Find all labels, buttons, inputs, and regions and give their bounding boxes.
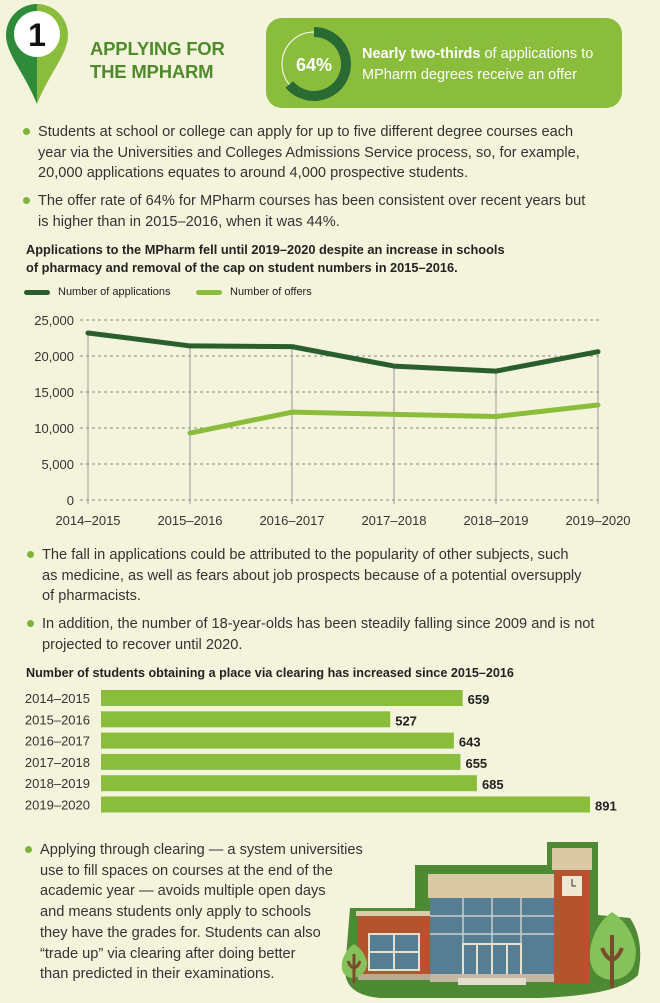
legend-item-applications: Number of applications [24,286,171,298]
bar-value-label: 659 [468,692,490,707]
bar-chart: 2014–2015 659 2015–2016 527 2016–2017 643 2017… [25,690,617,814]
bullet-line: use to fill spaces on courses at the end… [40,862,333,879]
y-tick-label: 20,000 [34,349,74,364]
bullet-clearing: Applying through clearing — a system uni… [25,840,363,985]
bar [101,796,590,813]
bullet-line: “trade up” via clearing after doing bett… [40,945,296,962]
bullet-line: The fall in applications could be attrib… [42,547,569,563]
bar-category-label: 2018–2019 [25,776,90,791]
donut-arc [285,27,351,101]
bar [101,690,463,706]
bar [101,753,461,770]
legend-label: Number of applications [58,286,171,298]
main-roof [428,874,554,898]
tower-cap [552,848,592,870]
bullet-line: 20,000 applications equates to around 4,… [38,165,469,181]
x-tick-label: 2017–2018 [361,513,426,528]
bar-category-label: 2019–2020 [25,798,90,813]
tree-trunk [346,954,362,983]
bar-value-label: 643 [459,735,481,750]
chart-title-line: of pharmacy and removal of the cap on st… [26,259,458,275]
y-tick-label: 15,000 [34,385,74,400]
bullet-line: as medicine, as well as fears about job … [42,567,582,584]
bullet-18-year-olds: In addition, the number of 18-year-olds … [26,614,595,655]
left-wing-roof [356,911,432,916]
bullet-fall-in-applications: The fall in applications could be attrib… [26,545,582,607]
bar-value-label: 891 [595,799,617,814]
x-tick-label: 2014–2015 [55,513,120,528]
x-tick-label: 2018–2019 [463,513,528,528]
y-tick-label: 25,000 [34,313,74,328]
bar-category-label: 2016–2017 [25,734,90,749]
clock-tower [554,850,590,984]
bullet-line: Students at school or college can apply … [38,124,574,140]
university-building-illustration [341,842,641,998]
page-title: APPLYING FOR THE MPHARM [90,37,225,83]
bullet-ucas: Students at school or college can apply … [23,122,580,184]
bar-category-label: 2015–2016 [25,712,90,727]
bullet-line: projected to recover until 2020. [42,636,243,653]
y-tick-label: 5,000 [41,457,74,472]
x-tick-label: 2019–2020 [565,513,630,528]
bar-value-label: 655 [465,756,487,771]
legend-label: Number of offers [230,286,312,298]
entrance-steps [458,978,526,985]
chart-title-line: Applications to the MPharm fell until 20… [26,242,505,257]
bullet-line: and means students only apply to schools [40,904,311,921]
bar-category-label: 2017–2018 [25,755,90,770]
stat-bold: Nearly two-thirds [362,46,481,62]
offer-rate-donut: 64% [281,27,351,101]
tree-trunk [600,935,624,988]
bar-category-label: 2014–2015 [25,691,90,706]
bar-value-label: 527 [395,713,417,728]
line-chart-title: Applications to the MPharm fell until 20… [26,241,505,276]
donut-value: 64% [296,55,332,75]
stat-rest: of applications to [480,46,594,62]
stat-description: Nearly two-thirds of applications to MPh… [362,44,593,86]
bullet-line: than predicted in their examinations. [40,966,275,983]
bullet-line: academic year — avoids multiple open day… [40,883,326,900]
legend-swatch [196,289,222,295]
bullet-offer-rate: The offer rate of 64% for MPharm courses… [22,191,586,232]
left-base [358,974,430,980]
location-pin-icon: 1 [6,4,68,104]
stat-line-2: MPharm degrees receive an offer [362,67,577,83]
y-tick-label: 0 [67,493,74,508]
bullet-line: In addition, the number of 18-year-olds … [42,616,595,632]
offer-rate-card: 64% Nearly two-thirds of applications to… [266,18,622,108]
bullet-line: of pharmacists. [42,588,141,604]
bullet-line: year via the Universities and Colleges A… [38,144,580,161]
bullet-line: is higher than in 2015–2016, when it was… [38,213,340,230]
series-line-applications [85,330,601,374]
bar-chart-title: Number of students obtaining a place via… [26,666,514,680]
bar [101,711,391,728]
title-line-2: THE MPHARM [90,61,214,82]
legend-swatch [24,289,50,295]
section-number: 1 [28,17,46,53]
x-tick-label: 2016–2017 [259,513,324,528]
line-chart: 0 5,000 10,000 15,000 20,000 25,000 2014–2015 2… [34,313,630,528]
bullet-line: they have the grades for. Students can a… [40,924,321,941]
bullet-line: The offer rate of 64% for MPharm courses… [38,193,586,209]
legend-item-offers: Number of offers [196,286,312,298]
bar-value-label: 685 [482,777,504,792]
bar [101,732,454,749]
bullet-line: Applying through clearing — a system uni… [40,842,363,858]
y-tick-label: 10,000 [34,421,74,436]
bar [101,775,477,792]
x-tick-label: 2015–2016 [157,513,222,528]
title-line-1: APPLYING FOR [90,38,225,59]
